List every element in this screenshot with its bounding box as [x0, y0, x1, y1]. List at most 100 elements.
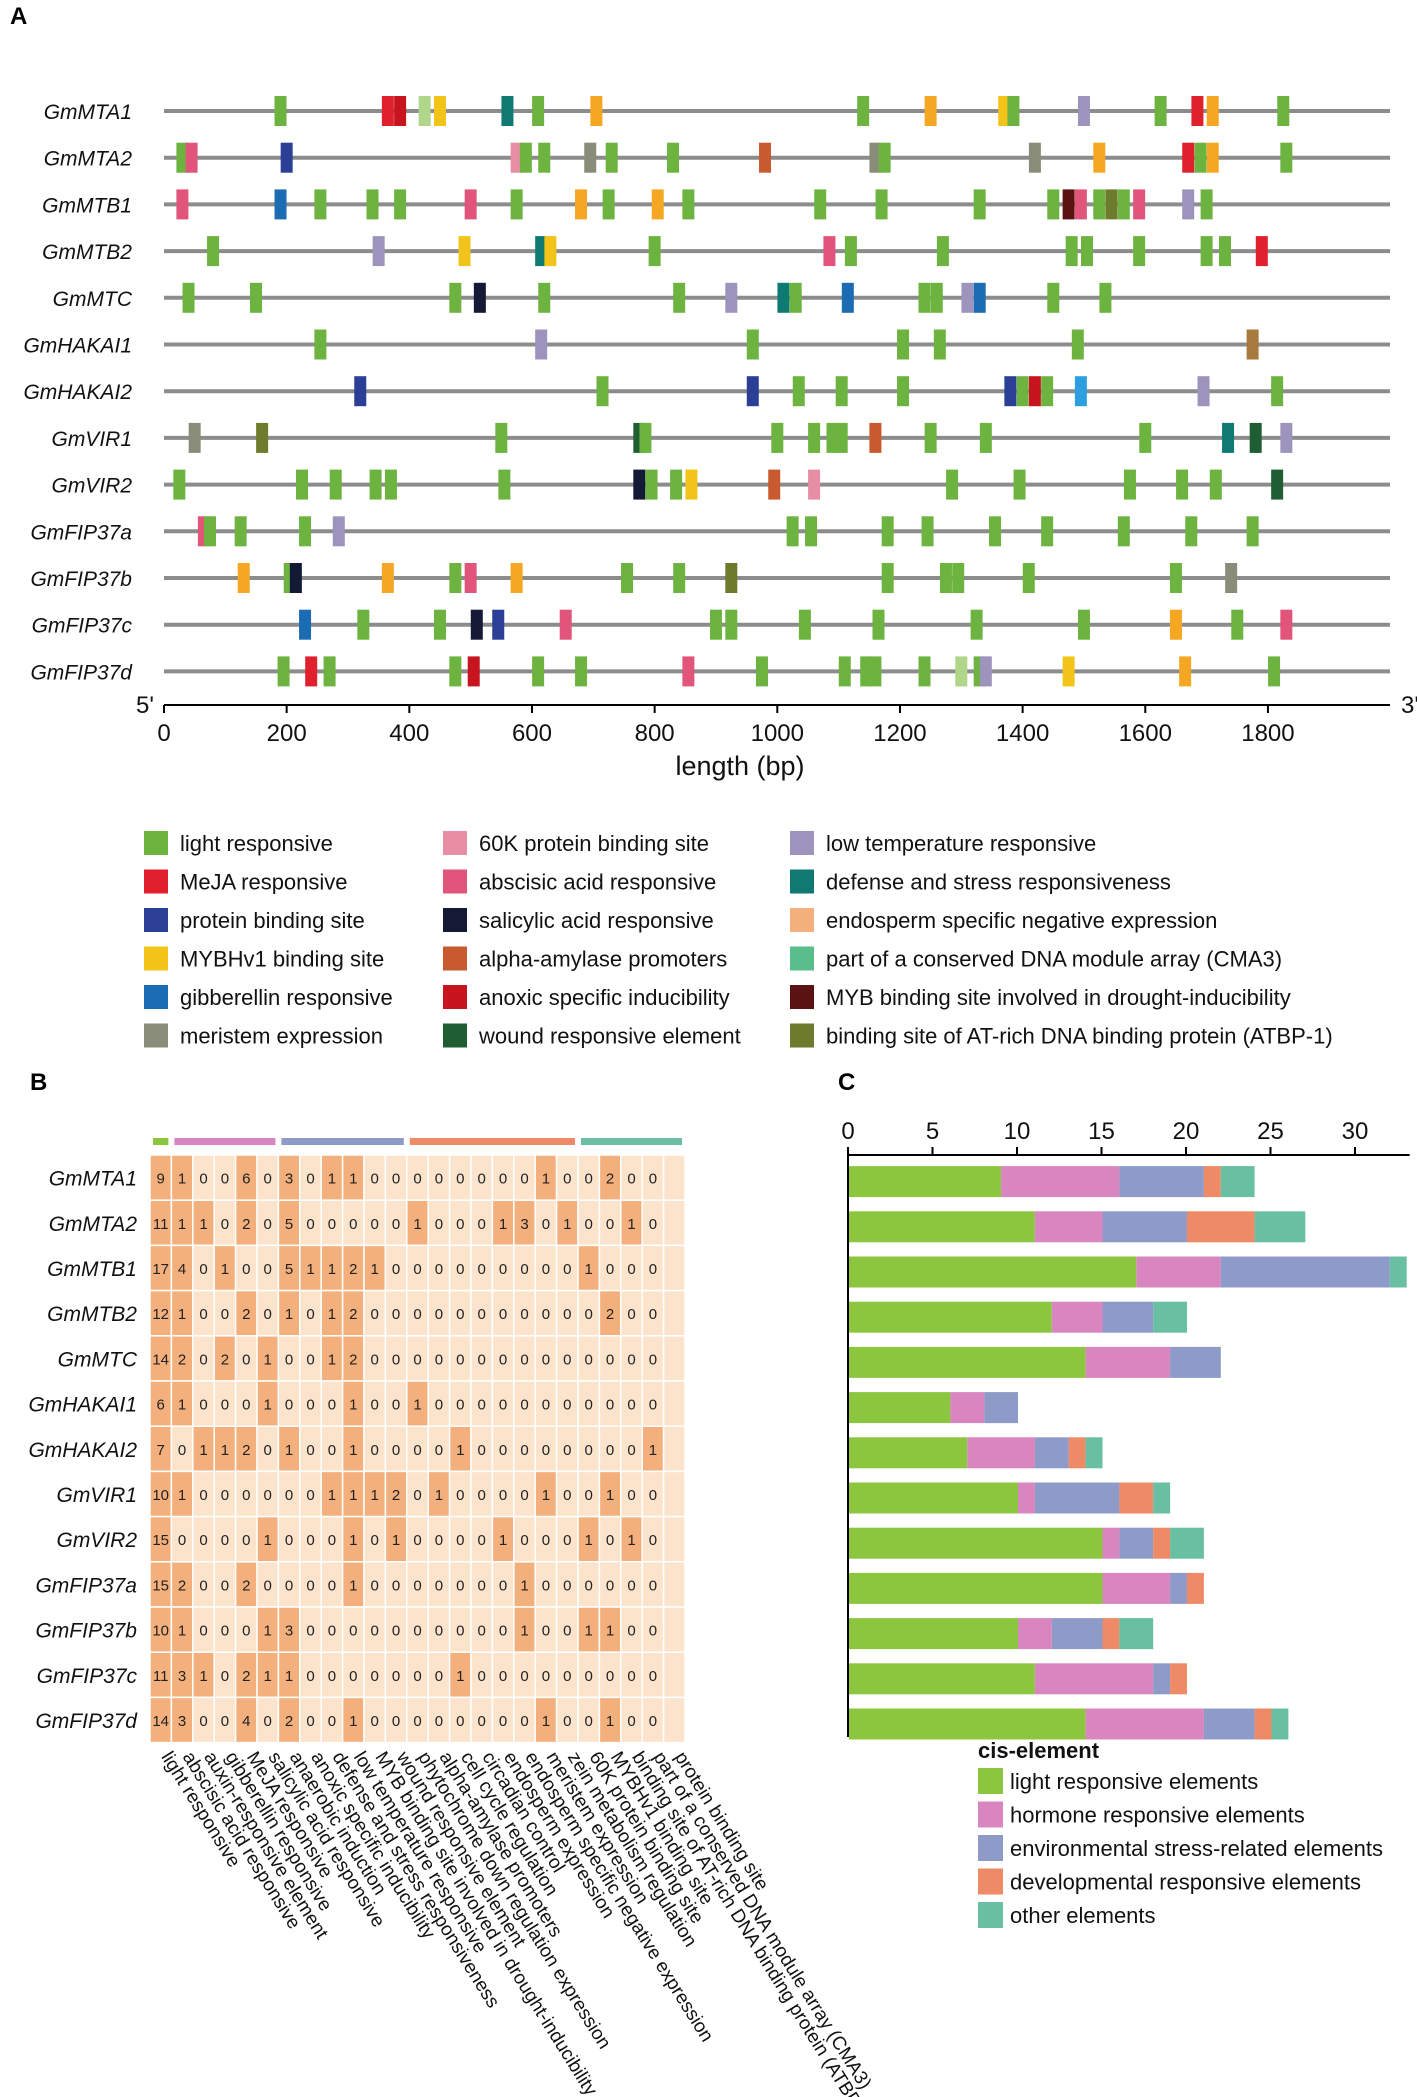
- cis-element-light-responsive: [1200, 189, 1213, 220]
- legend-label-mybhv1-binding-site: MYBHv1 binding site: [180, 947, 384, 972]
- cis-element-wound-responsive-element: [1249, 422, 1262, 453]
- cis-element-light-responsive: [1007, 96, 1020, 126]
- heatmap-cell-value: 0: [499, 1442, 507, 1459]
- heatmap-cell-value: 0: [563, 1487, 571, 1504]
- heatmap-cell-value: 0: [221, 1487, 229, 1504]
- heatmap-cell-value: 0: [392, 1351, 400, 1368]
- cis-element-light-responsive: [897, 376, 910, 407]
- cis-element-light-responsive: [648, 236, 661, 267]
- bar-gmfip37b-other-elements: [1119, 1618, 1154, 1650]
- heatmap-cell-value: 0: [413, 1668, 421, 1685]
- bar-gmmtb1-environmental-stress-related-elements: [1220, 1256, 1390, 1288]
- bar-gmmtc-light-responsive-elements: [849, 1346, 1086, 1378]
- heatmap-cell-value: 0: [627, 1261, 635, 1278]
- heatmap-cell-value: 0: [199, 1397, 207, 1414]
- heatmap-cell-value: 1: [649, 1442, 657, 1459]
- cis-element-light-responsive: [921, 516, 934, 547]
- heatmap-cell-value: 0: [456, 1216, 464, 1233]
- heatmap-cell-value: 0: [392, 1668, 400, 1685]
- heatmap-cell-value: 1: [413, 1397, 421, 1414]
- gene-label-gmmtc: GmMTC: [53, 288, 133, 311]
- heatmap-cell-value: 0: [520, 1306, 528, 1323]
- cis-element-mybhv1-binding-site: [1062, 656, 1075, 687]
- cis-element-light-responsive: [182, 282, 195, 313]
- cis-element-light-responsive: [1185, 516, 1198, 547]
- heatmap-cell-value: 1: [328, 1306, 336, 1323]
- heatmap-row-label-gmfip37b: GmFIP37b: [35, 1620, 137, 1643]
- heatmap-cell-value: 0: [306, 1668, 314, 1685]
- bar-gmhakai2-developmental-responsive-elements: [1068, 1437, 1086, 1469]
- cis-element-light-responsive: [1071, 329, 1084, 360]
- legend-label-alpha-amylase-promoters: alpha-amylase promoters: [479, 947, 727, 972]
- cis-element-light-responsive: [1246, 516, 1259, 547]
- heatmap-cell-value: 1: [178, 1397, 186, 1414]
- heatmap-cell-value: 0: [542, 1351, 550, 1368]
- heatmap-cell-value: 0: [285, 1577, 293, 1594]
- heatmap-cell-value: 0: [413, 1171, 421, 1188]
- heatmap-cell-value: 0: [627, 1487, 635, 1504]
- heatmap-cell-value: 2: [606, 1306, 614, 1323]
- cis-element-light-responsive: [1081, 236, 1094, 267]
- heatmap-cell-value: 0: [606, 1532, 614, 1549]
- heatmap-cell-value: 0: [199, 1623, 207, 1640]
- c-legend-swatch-other-elements: [978, 1902, 1003, 1928]
- c-legend-label-environmental-stress-related-elements: environmental stress-related elements: [1010, 1836, 1383, 1861]
- heatmap-cell-value: 1: [178, 1487, 186, 1504]
- bar-gmhakai2-other-elements: [1085, 1437, 1103, 1469]
- heatmap-cell-value: 1: [349, 1397, 357, 1414]
- heatmap-cell-value: 7: [157, 1442, 165, 1459]
- cis-element-light-responsive: [897, 329, 910, 360]
- bar-gmvir1-developmental-responsive-elements: [1119, 1482, 1154, 1514]
- legend-swatch-defense-and-stress-responsiveness: [790, 869, 814, 894]
- heatmap-cell-value: 0: [627, 1577, 635, 1594]
- heatmap-cell-value: 0: [306, 1397, 314, 1414]
- heatmap-cell-value: 0: [435, 1216, 443, 1233]
- legend-label-anoxic-specific-inducibility: anoxic specific inducibility: [479, 985, 730, 1010]
- cis-element-light-responsive: [1077, 609, 1090, 640]
- bar-gmhakai2-hormone-responsive-elements: [967, 1437, 1035, 1469]
- heatmap-cell-value: 0: [585, 1397, 593, 1414]
- bar-gmhakai1-light-responsive-elements: [849, 1392, 951, 1424]
- heatmap-cell-value: 0: [585, 1713, 593, 1730]
- heatmap-cell-value: 0: [264, 1216, 272, 1233]
- cis-element-binding-site-of-at-rich-dna-binding-protein-atbp-1: [256, 422, 269, 453]
- heatmap-cell-value: 2: [349, 1306, 357, 1323]
- c-legend-label-other-elements: other elements: [1010, 1903, 1156, 1928]
- cis-element-salicylic-acid-responsive: [470, 609, 483, 640]
- c-x-tick-label: 10: [1004, 1118, 1031, 1145]
- heatmap-cell-value: 0: [306, 1306, 314, 1323]
- cis-element-light-responsive: [808, 422, 821, 453]
- heatmap-cell-value: 0: [606, 1442, 614, 1459]
- heatmap-cell-value: 0: [585, 1171, 593, 1188]
- heatmap-cell-value: 0: [413, 1306, 421, 1323]
- heatmap-cell-value: 0: [178, 1442, 186, 1459]
- heatmap-cell-value: 0: [542, 1623, 550, 1640]
- heatmap-cell-value: 0: [499, 1397, 507, 1414]
- heatmap-cell-value: 15: [152, 1577, 169, 1594]
- gene-label-gmfip37c: GmFIP37c: [32, 615, 133, 638]
- heatmap-cell-value: 0: [585, 1442, 593, 1459]
- cis-element-light-responsive: [952, 563, 965, 593]
- heatmap-cell-value: 0: [435, 1397, 443, 1414]
- heatmap-cell-value: 0: [563, 1261, 571, 1278]
- cis-element-light-responsive: [673, 282, 686, 313]
- cis-element-extra-orange: [1206, 142, 1219, 173]
- heatmap-cell-value: 0: [606, 1397, 614, 1414]
- gene-label-gmvir2: GmVIR2: [51, 475, 132, 498]
- heatmap-cell-value: 2: [242, 1306, 250, 1323]
- legend-swatch-wound-responsive-element: [443, 1023, 467, 1048]
- heatmap-cell-value: 0: [264, 1713, 272, 1730]
- cis-element-protein-binding-site: [746, 376, 759, 407]
- heatmap-cell-value: 0: [520, 1171, 528, 1188]
- heatmap-cell-value: 0: [413, 1442, 421, 1459]
- bar-gmvir2-environmental-stress-related-elements: [1119, 1527, 1154, 1559]
- heatmap-cell-value: 0: [392, 1397, 400, 1414]
- heatmap-cell-value: 14: [152, 1713, 169, 1730]
- heatmap-cell-value: 1: [371, 1261, 379, 1278]
- cis-element-light-responsive: [789, 282, 802, 313]
- heatmap-cell-value: 1: [328, 1171, 336, 1188]
- bar-gmmtb2-hormone-responsive-elements: [1051, 1301, 1103, 1333]
- heatmap-cell: [662, 1606, 686, 1653]
- heatmap-cell-value: 0: [371, 1351, 379, 1368]
- bar-gmmta1-hormone-responsive-elements: [1001, 1166, 1120, 1198]
